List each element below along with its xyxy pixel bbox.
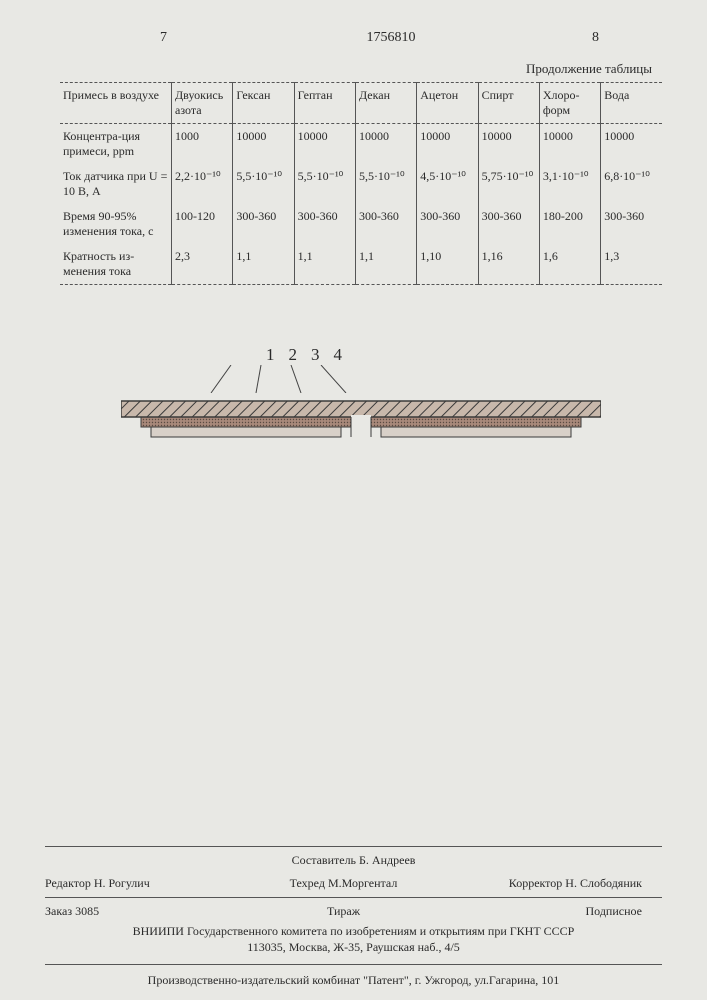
cell: 10000	[601, 124, 662, 165]
corrector-label: Корректор	[509, 876, 563, 890]
page-left: 7	[160, 30, 190, 46]
cell: 1,1	[294, 244, 355, 285]
techred-name: М.Моргентал	[328, 876, 397, 890]
editor-name: Н. Рогулич	[94, 876, 150, 890]
cell: 10000	[539, 124, 600, 165]
row-label: Концентра-ция примеси, ppm	[60, 124, 172, 165]
patent-no: 1756810	[367, 30, 416, 46]
callout: 1	[266, 345, 289, 364]
table-row: Ток датчика при U = 10 В, А 2,2·10⁻¹⁰ 5,…	[60, 164, 662, 204]
compiler-label: Составитель	[292, 853, 356, 867]
col-header: Вода	[601, 83, 662, 124]
table-row: Кратность из-менения тока 2,3 1,1 1,1 1,…	[60, 244, 662, 285]
table-header-row: Примесь в воздухе Двуокись азота Гексан …	[60, 83, 662, 124]
org-address: 113035, Москва, Ж-35, Раушская наб., 4/5	[45, 939, 662, 955]
org-name: ВНИИПИ Государственного комитета по изоб…	[45, 923, 662, 939]
cell: 1,1	[355, 244, 416, 285]
cell: 2,2·10⁻¹⁰	[172, 164, 233, 204]
figure-labels: 1234	[10, 345, 612, 365]
editor-label: Редактор	[45, 876, 91, 890]
col-header: Спирт	[478, 83, 539, 124]
cell: 5,5·10⁻¹⁰	[233, 164, 294, 204]
corrector-name: Н. Слободяник	[565, 876, 642, 890]
cell: 5,75·10⁻¹⁰	[478, 164, 539, 204]
order-no: 3085	[75, 904, 99, 918]
cell: 5,5·10⁻¹⁰	[355, 164, 416, 204]
cell: 1,3	[601, 244, 662, 285]
compiler-name: Б. Андреев	[359, 853, 415, 867]
cell: 3,1·10⁻¹⁰	[539, 164, 600, 204]
cell: 1,10	[417, 244, 478, 285]
page-header: 7 1756810 8	[60, 30, 662, 61]
callout: 2	[289, 345, 312, 364]
callout: 4	[334, 345, 357, 364]
cell: 1000	[172, 124, 233, 165]
row-label: Кратность из-менения тока	[60, 244, 172, 285]
cell: 300-360	[294, 204, 355, 244]
cell: 10000	[478, 124, 539, 165]
cell: 300-360	[601, 204, 662, 244]
page-right: 8	[592, 30, 622, 46]
cell: 6,8·10⁻¹⁰	[601, 164, 662, 204]
row-label: Время 90-95% изменения тока, с	[60, 204, 172, 244]
cell: 10000	[355, 124, 416, 165]
col-header: Ацетон	[417, 83, 478, 124]
table-row: Время 90-95% изменения тока, с 100-120 3…	[60, 204, 662, 244]
table-continuation: Продолжение таблицы	[60, 61, 662, 77]
row-label-header: Примесь в воздухе	[60, 83, 172, 124]
col-header: Гептан	[294, 83, 355, 124]
leader-lines	[171, 365, 471, 393]
cell: 300-360	[233, 204, 294, 244]
order-label: Заказ	[45, 904, 72, 918]
cell: 300-360	[478, 204, 539, 244]
figure: 1234	[60, 345, 662, 439]
print-run-label: Тираж	[244, 904, 443, 919]
cell: 300-360	[417, 204, 478, 244]
data-table: Примесь в воздухе Двуокись азота Гексан …	[60, 82, 662, 285]
cell: 300-360	[355, 204, 416, 244]
cell: 1,6	[539, 244, 600, 285]
cell: 10000	[233, 124, 294, 165]
imprint-block: Составитель Б. Андреев Редактор Н. Рогул…	[45, 844, 662, 955]
cell: 10000	[294, 124, 355, 165]
row-label: Ток датчика при U = 10 В, А	[60, 164, 172, 204]
col-header: Гексан	[233, 83, 294, 124]
callout: 3	[311, 345, 334, 364]
subscription: Подписное	[443, 904, 662, 919]
cell: 100-120	[172, 204, 233, 244]
techred-label: Техред	[290, 876, 325, 890]
cross-section-diagram	[60, 397, 662, 439]
cell: 2,3	[172, 244, 233, 285]
cell: 1,1	[233, 244, 294, 285]
cell: 1,16	[478, 244, 539, 285]
cell: 180-200	[539, 204, 600, 244]
cell: 4,5·10⁻¹⁰	[417, 164, 478, 204]
col-header: Хлоро-форм	[539, 83, 600, 124]
cell: 5,5·10⁻¹⁰	[294, 164, 355, 204]
col-header: Двуокись азота	[172, 83, 233, 124]
table-row: Концентра-ция примеси, ppm 1000 10000 10…	[60, 124, 662, 165]
printer-line: Производственно-издательский комбинат "П…	[45, 964, 662, 988]
cell: 10000	[417, 124, 478, 165]
col-header: Декан	[355, 83, 416, 124]
